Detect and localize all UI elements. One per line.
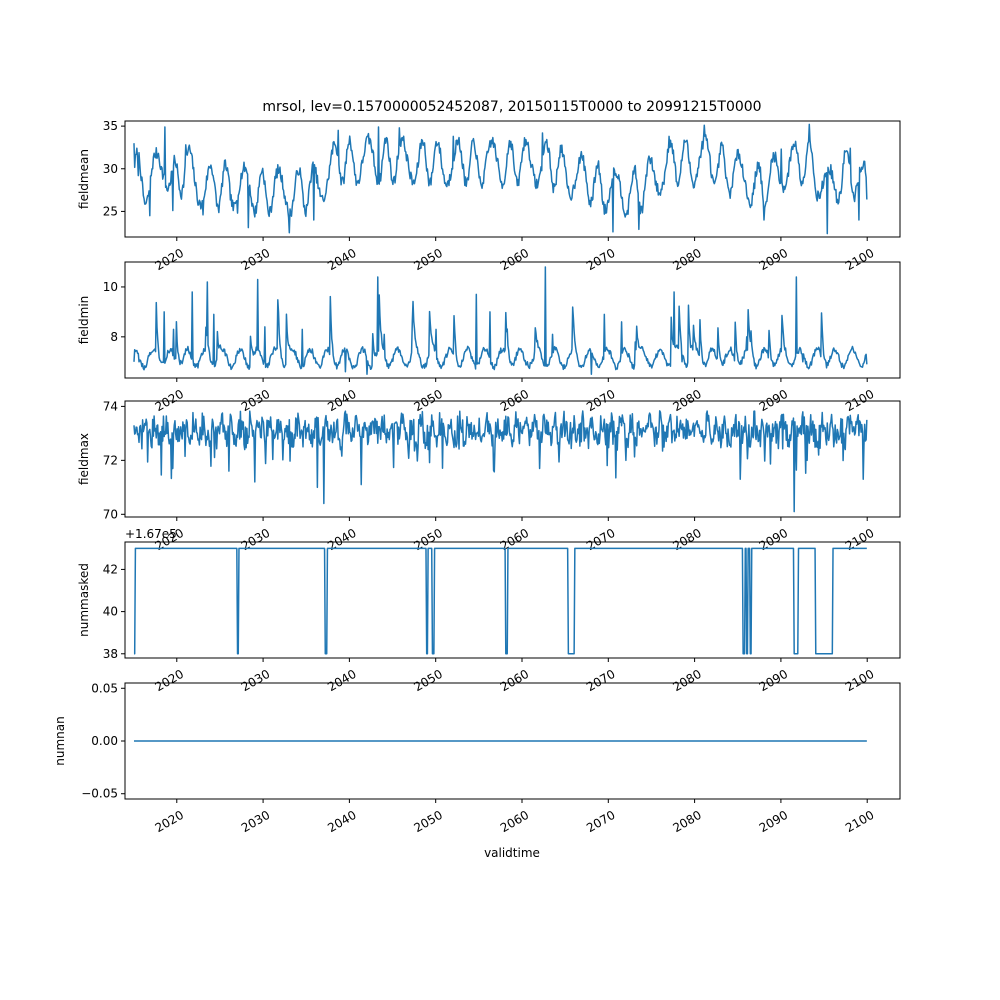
numnan-x-tick-label: 2050 [412,808,445,835]
fieldmax-y-tick-label: 70 [103,507,118,521]
fieldmin-y-tick-label: 10 [103,280,118,294]
nummasked-x-tick-label: 2080 [670,667,703,694]
chart-title: mrsol, lev=0.1570000052452087, 20150115T… [262,99,761,115]
fieldmean-x-tick-label: 2070 [584,246,617,273]
fieldmin-x-tick-label: 2100 [843,387,876,414]
subplot-numnan: −0.05 0.00 0.05 numnan 2020 2030 2040 2050 2060 2… [53,681,901,835]
fieldmax-series-line [133,410,868,513]
fieldmean-series-line [133,123,868,235]
fieldmin-x-tick-label: 2040 [325,387,358,414]
subplot-nummasked: 38 40 42 nummasked +1.67e5 2020 2030 2040 2050 20… [77,527,901,694]
fieldmean-y-tick-label: 30 [103,162,118,176]
fieldmax-y-tick-label: 74 [103,399,118,413]
fieldmin-x-tick-label: 2050 [412,387,445,414]
fieldmax-axes-frame [124,400,901,518]
numnan-y-axis-label: numnan [53,716,67,765]
numnan-x-tick-label: 2080 [670,808,703,835]
fieldmin-series-line [133,266,868,376]
nummasked-y-axis-label: nummasked [77,563,91,637]
fieldmean-x-tick-label: 2060 [498,246,531,273]
numnan-y-tick-label: 0.00 [91,734,118,748]
fieldmean-x-tick-label: 2040 [325,246,358,273]
fieldmax-y-tick-label: 72 [103,453,118,467]
nummasked-x-tick-label: 2050 [412,667,445,694]
fieldmin-y-axis-label: fieldmin [77,296,91,345]
fieldmean-x-tick-label: 2090 [757,246,790,273]
fieldmin-x-tick-label: 2060 [498,387,531,414]
fieldmean-x-tick-label: 2020 [153,246,186,273]
nummasked-axes-frame [124,541,901,659]
nummasked-y-tick-label: 38 [103,647,118,661]
fieldmin-y-tick-label: 8 [110,330,118,344]
fieldmean-y-axis-label: fieldmean [77,149,91,209]
subplots: 25 30 35 fieldmean 2020 2030 2040 2050 2060 2070 2… [53,119,901,835]
nummasked-x-tick-label: 2060 [498,667,531,694]
nummasked-series-line [133,547,867,655]
subplot-fieldmin: 8 10 fieldmin 2020 2030 2040 2050 2060 2070 2080 2… [77,261,901,414]
subplot-fieldmean: 25 30 35 fieldmean 2020 2030 2040 2050 2060 2070 2… [77,119,901,273]
numnan-y-tick-label: 0.05 [91,681,118,695]
nummasked-x-tick-label: 2040 [325,667,358,694]
nummasked-x-tick-label: 2030 [239,667,272,694]
fieldmin-x-tick-label: 2020 [153,387,186,414]
fieldmean-y-tick-label: 35 [103,119,118,133]
fieldmin-x-tick-label: 2080 [670,387,703,414]
fieldmean-x-tick-label: 2050 [412,246,445,273]
nummasked-x-tick-label: 2020 [153,667,186,694]
nummasked-y-tick-label: 40 [103,605,118,619]
numnan-x-tick-label: 2070 [584,808,617,835]
numnan-y-tick-label: −0.05 [81,787,118,801]
fieldmin-x-tick-label: 2030 [239,387,272,414]
fieldmin-x-tick-label: 2070 [584,387,617,414]
x-axis-label: validtime [484,846,540,860]
numnan-x-tick-label: 2100 [843,808,876,835]
numnan-x-tick-label: 2060 [498,808,531,835]
fieldmin-axes-frame [124,261,901,379]
fieldmax-y-axis-label: fieldmax [77,433,91,485]
numnan-x-tick-label: 2020 [153,808,186,835]
fieldmean-x-tick-label: 2100 [843,246,876,273]
fieldmean-x-tick-label: 2080 [670,246,703,273]
fieldmean-y-tick-label: 25 [103,204,118,218]
numnan-x-tick-label: 2040 [325,808,358,835]
nummasked-x-tick-label: 2100 [843,667,876,694]
numnan-x-tick-label: 2030 [239,808,272,835]
numnan-x-tick-label: 2090 [757,808,790,835]
nummasked-y-tick-label: 42 [103,562,118,576]
nummasked-x-tick-label: 2090 [757,667,790,694]
nummasked-offset-label: +1.67e5 [125,527,177,541]
nummasked-x-tick-label: 2070 [584,667,617,694]
fieldmean-axes-frame [124,120,901,238]
fieldmean-x-tick-label: 2030 [239,246,272,273]
fieldmin-x-tick-label: 2090 [757,387,790,414]
